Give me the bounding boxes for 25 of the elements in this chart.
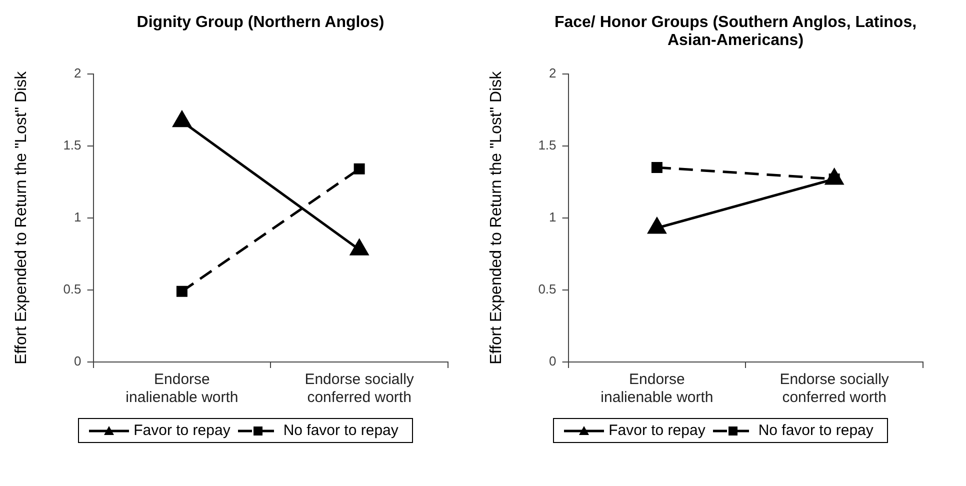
- point: [176, 286, 188, 297]
- y-axis-title: Effort Expended to Return the "Lost" Disk: [488, 70, 506, 364]
- x-tick-label: Endorse socially conferred worth: [304, 371, 414, 406]
- y-tick-label: 1: [74, 209, 82, 224]
- y-tick-label: 0.5: [63, 282, 82, 297]
- y-tick-label: 1: [549, 209, 556, 224]
- y-tick-label: 2: [549, 65, 556, 80]
- legend-label: Favor to repay: [608, 422, 706, 439]
- point: [354, 163, 365, 174]
- x-tick-label: Endorse inalienable worth: [600, 371, 714, 406]
- legend-label: No favor to repay: [282, 422, 398, 439]
- chart-title: Dignity Group (Northern Anglos): [136, 13, 386, 33]
- x-tick-label: Endorse socially conferred worth: [780, 371, 890, 406]
- x-tick-label: Endorse inalienable worth: [126, 371, 238, 406]
- legend-label: Favor to repay: [132, 422, 230, 439]
- y-tick-label: 1.5: [538, 137, 556, 152]
- y-tick-label: 0: [74, 354, 82, 369]
- y-tick-label: 0: [549, 354, 556, 369]
- chart-title: Face/ Honor Groups (Southern Anglos, Latinos, Asian-Americans): [553, 13, 918, 51]
- point: [172, 111, 191, 128]
- y-tick-label: 2: [74, 65, 82, 80]
- y-tick-label: 0.5: [538, 282, 556, 297]
- legend-label: No favor to repay: [757, 422, 874, 439]
- y-axis-title: Effort Expended to Return the "Lost" Disk: [13, 70, 30, 364]
- y-tick-label: 1.5: [63, 137, 82, 152]
